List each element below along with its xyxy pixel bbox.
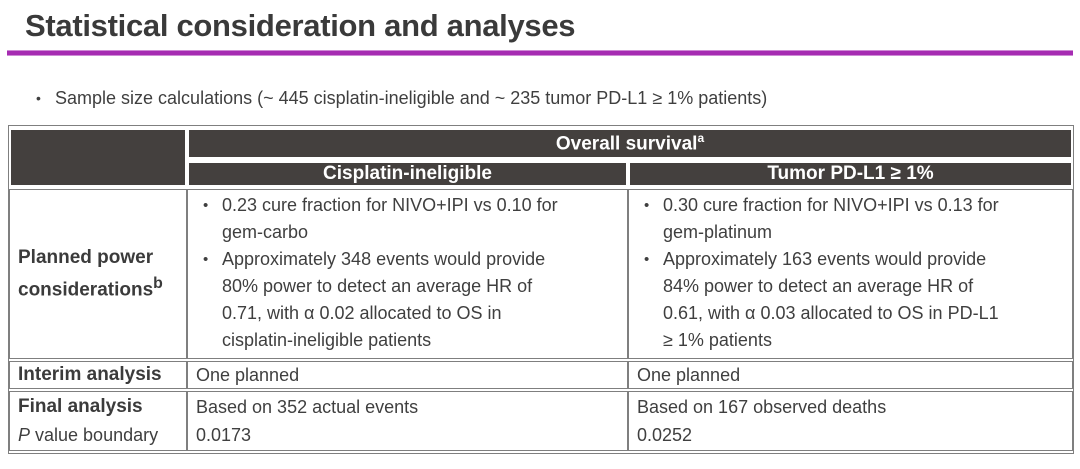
final-pdl1-pvalue: 0.0252	[637, 425, 693, 445]
bullet-icon: •	[36, 90, 41, 106]
final-pdl1-deaths: Based on 167 observed deaths	[637, 397, 887, 417]
bullet-item: • 0.30 cure fraction for NIVO+IPI vs 0.1…	[635, 192, 1066, 246]
final-analysis-row: Final analysis P value boundary Based on…	[9, 391, 1074, 451]
final-analysis-label: Final analysis	[18, 396, 143, 417]
p-value-boundary-label: P value boundary	[18, 421, 178, 449]
final-cisplatin-events: Based on 352 actual events	[196, 397, 419, 417]
planned-power-row: Planned power considerationsb • 0.23 cur…	[9, 189, 1074, 359]
intro-bullet-text: Sample size calculations (~ 445 cisplati…	[55, 88, 768, 108]
table-header-row-1: Overall survivala	[9, 128, 1074, 187]
row-label-planned-power: Planned power considerationsb	[9, 189, 187, 359]
final-pdl1-cell: Based on 167 observed deaths 0.0252	[628, 391, 1074, 451]
slide: Statistical consideration and analyses •…	[0, 8, 1080, 469]
title-divider	[7, 50, 1073, 56]
pdl1-power-bullet-1: 0.30 cure fraction for NIVO+IPI vs 0.13 …	[663, 195, 999, 242]
row-label-interim: Interim analysis	[9, 361, 187, 389]
pdl1-power-bullet-2: Approximately 163 events would provide 8…	[663, 249, 999, 350]
pdl1-power-cell: • 0.30 cure fraction for NIVO+IPI vs 0.1…	[628, 189, 1074, 359]
table-header-row-2: Cisplatin-ineligible Tumor PD-L1 ≥ 1%	[9, 161, 1074, 187]
overall-survival-superscript: a	[697, 131, 705, 146]
cisplatin-power-bullet-1: 0.23 cure fraction for NIVO+IPI vs 0.10 …	[222, 195, 558, 242]
bullet-item: • Approximately 163 events would provide…	[635, 246, 1066, 354]
pdl1-column-header: Tumor PD-L1 ≥ 1%	[628, 161, 1074, 187]
bullet-item: • 0.23 cure fraction for NIVO+IPI vs 0.1…	[194, 192, 621, 246]
bullet-icon: •	[644, 251, 650, 268]
bullet-icon: •	[203, 197, 209, 214]
intro-bullet: • Sample size calculations (~ 445 cispla…	[36, 86, 1080, 110]
final-cisplatin-pvalue: 0.0173	[196, 425, 252, 445]
corner-cell	[9, 128, 187, 187]
page-title: Statistical consideration and analyses	[25, 8, 576, 43]
cisplatin-power-bullet-2: Approximately 348 events would provide 8…	[222, 249, 546, 350]
p-italic: P	[18, 425, 31, 445]
bullet-item: • Approximately 348 events would provide…	[194, 246, 621, 354]
interim-cisplatin-cell: One planned	[187, 361, 628, 389]
cisplatin-column-header: Cisplatin-ineligible	[187, 161, 628, 187]
stats-table: Overall survivala Cisplatin-ineligible T…	[8, 125, 1075, 454]
planned-power-superscript: b	[153, 274, 163, 292]
bullet-icon: •	[644, 197, 650, 214]
interim-pdl1-cell: One planned	[628, 361, 1074, 389]
p-value-boundary-rest: value boundary	[30, 425, 159, 445]
row-label-final: Final analysis P value boundary	[9, 391, 187, 451]
planned-power-label: Planned power considerations	[18, 246, 154, 301]
overall-survival-header: Overall survivala	[187, 128, 1074, 159]
cisplatin-power-cell: • 0.23 cure fraction for NIVO+IPI vs 0.1…	[187, 189, 628, 359]
interim-analysis-row: Interim analysis One planned One planned	[9, 361, 1074, 389]
final-cisplatin-cell: Based on 352 actual events 0.0173	[187, 391, 628, 451]
overall-survival-label: Overall survival	[555, 133, 698, 155]
bullet-icon: •	[203, 251, 209, 268]
